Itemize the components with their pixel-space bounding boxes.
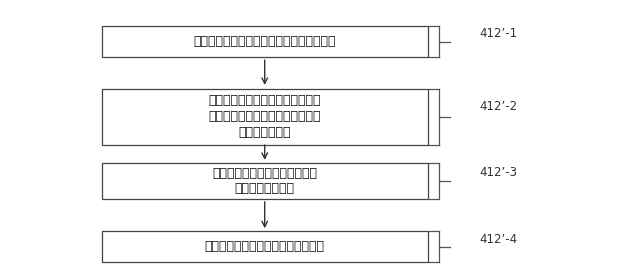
FancyBboxPatch shape — [102, 89, 428, 145]
FancyBboxPatch shape — [102, 163, 428, 199]
Text: 空のスライドに向けてレーザーを発射する: 空のスライドに向けてレーザーを発射する — [193, 35, 336, 48]
Text: 電流を測定する: 電流を測定する — [239, 126, 291, 139]
Text: 412’-4: 412’-4 — [480, 233, 518, 246]
Text: 空のスライドに向けてレーザーを: 空のスライドに向けてレーザーを — [209, 95, 321, 107]
FancyBboxPatch shape — [102, 26, 428, 57]
Text: 412’-1: 412’-1 — [480, 27, 518, 40]
Text: レーザー発射する: レーザー発射する — [235, 182, 294, 196]
FancyBboxPatch shape — [102, 231, 428, 262]
Text: 412’-3: 412’-3 — [480, 167, 518, 179]
Text: 試料プレート上の試料に向けて: 試料プレート上の試料に向けて — [212, 167, 317, 180]
Text: 発射することによって生成される: 発射することによって生成される — [209, 110, 321, 123]
Text: 412’-2: 412’-2 — [480, 100, 518, 112]
Text: 試料から生成される電流を測定する: 試料から生成される電流を測定する — [205, 240, 324, 253]
